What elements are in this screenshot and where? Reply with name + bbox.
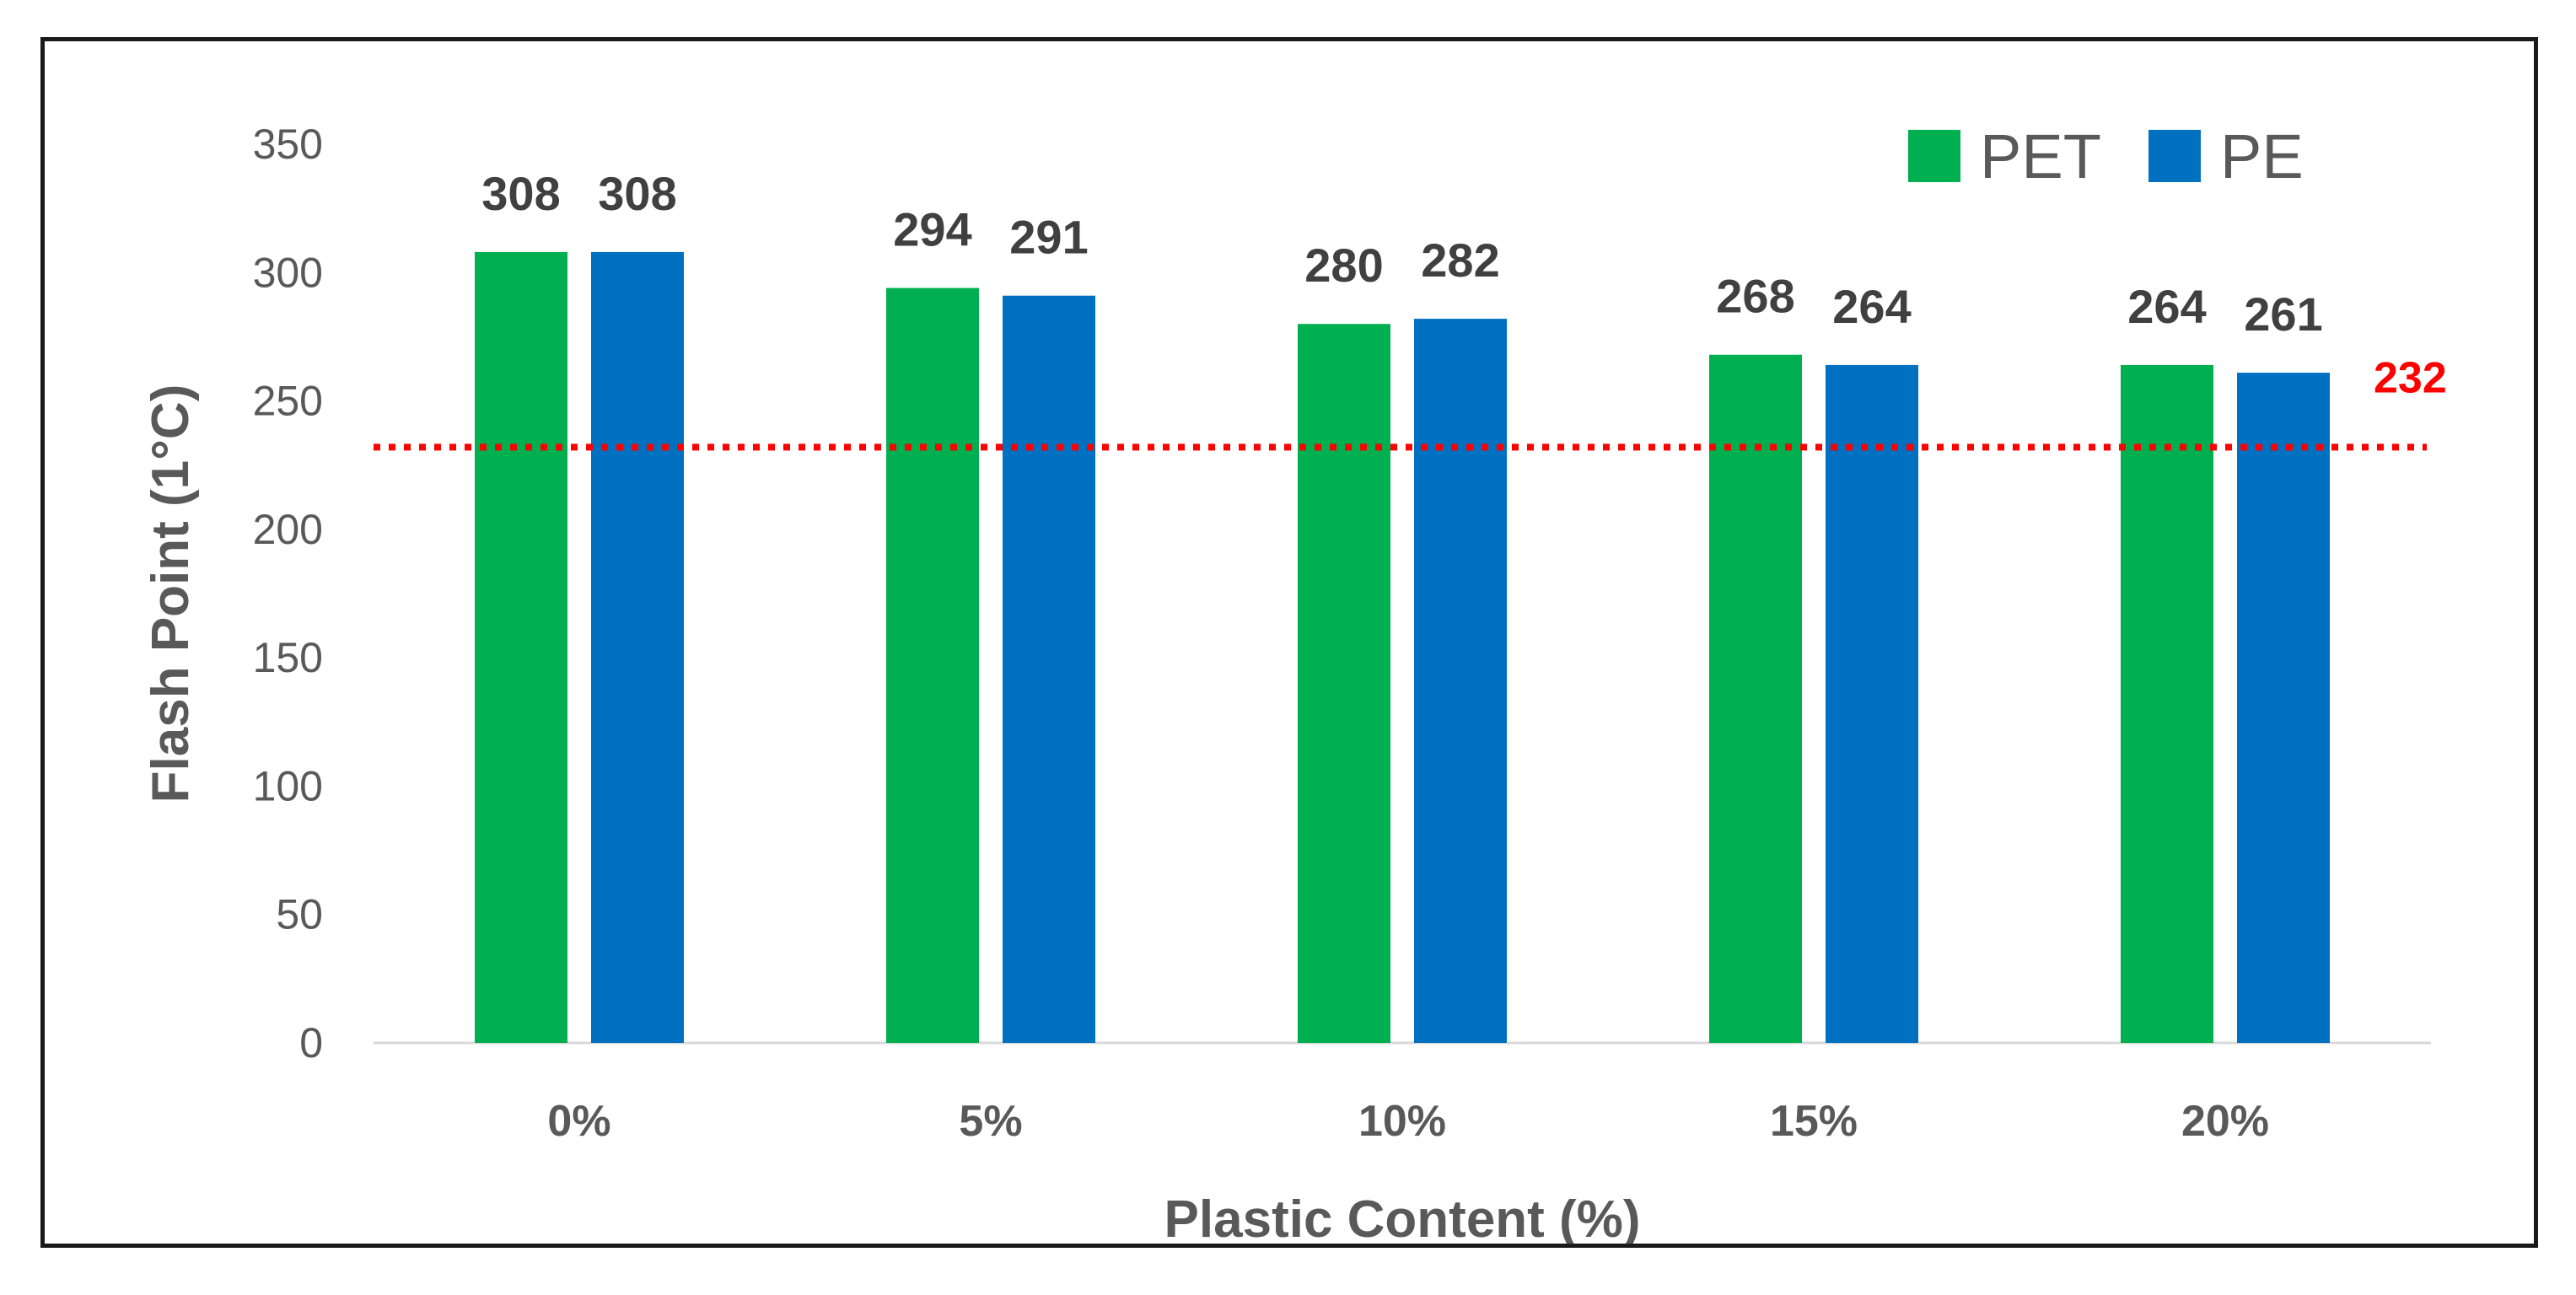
y-tick-label: 200: [253, 506, 323, 553]
data-label-pe-0: 308: [598, 167, 676, 220]
y-axis-title: Flash Point (1°C): [142, 384, 200, 803]
bar-pe-1: [1003, 295, 1095, 1043]
data-label-pe-4: 261: [2244, 287, 2322, 341]
data-label-pet-1: 294: [893, 203, 971, 256]
y-tick-label: 300: [253, 249, 323, 296]
x-category-label: 5%: [959, 1097, 1022, 1146]
data-label-pet-0: 308: [481, 167, 560, 220]
x-category-label: 10%: [1358, 1097, 1446, 1146]
y-tick-label: 100: [253, 762, 323, 809]
reference-line-label: 232: [2374, 353, 2447, 402]
bar-pet-2: [1298, 324, 1390, 1043]
y-axis-ticks: 0 50 100 150 200 250 300 350: [253, 121, 323, 1067]
bars: [475, 251, 2330, 1044]
y-tick-label: 250: [253, 378, 323, 425]
legend-swatch-pet: [1908, 130, 1960, 182]
data-labels: 308 308 294 291 280 282 268 264 264 261: [481, 167, 2322, 341]
bar-pe-4: [2237, 373, 2330, 1043]
data-label-pe-1: 291: [1009, 211, 1088, 264]
x-category-label: 0%: [547, 1097, 610, 1146]
x-category-label: 20%: [2181, 1097, 2269, 1146]
x-category-label: 15%: [1770, 1097, 1858, 1146]
bar-chart: 0 50 100 150 200 250 300 350 308 308 294 291 280 282…: [142, 121, 2447, 1244]
legend-label-pet: PET: [1980, 121, 2101, 191]
chart-frame: 0 50 100 150 200 250 300 350 308 308 294 291 280 282…: [40, 37, 2538, 1248]
bar-pet-3: [1709, 354, 1802, 1044]
bar-pet-4: [2121, 364, 2213, 1044]
bar-pe-3: [1826, 364, 1918, 1044]
x-axis-title: Plastic Content (%): [1164, 1190, 1641, 1244]
y-tick-label: 350: [253, 121, 323, 168]
data-label-pet-2: 280: [1304, 239, 1383, 292]
data-label-pet-3: 268: [1716, 270, 1794, 323]
bar-pe-0: [591, 251, 684, 1043]
x-axis-categories: 0% 5% 10% 15% 20%: [547, 1097, 2269, 1146]
bar-pe-2: [1414, 319, 1507, 1043]
data-label-pe-2: 282: [1421, 234, 1499, 287]
y-tick-label: 50: [276, 891, 323, 938]
data-label-pet-4: 264: [2127, 280, 2206, 333]
legend: PET PE: [1908, 121, 2304, 191]
legend-label-pe: PE: [2220, 121, 2304, 191]
bar-pet-1: [886, 287, 979, 1043]
data-label-pe-3: 264: [1832, 280, 1911, 333]
y-tick-label: 0: [299, 1019, 323, 1067]
y-tick-label: 150: [253, 634, 323, 681]
bar-pet-0: [475, 251, 567, 1043]
legend-swatch-pe: [2148, 130, 2201, 182]
